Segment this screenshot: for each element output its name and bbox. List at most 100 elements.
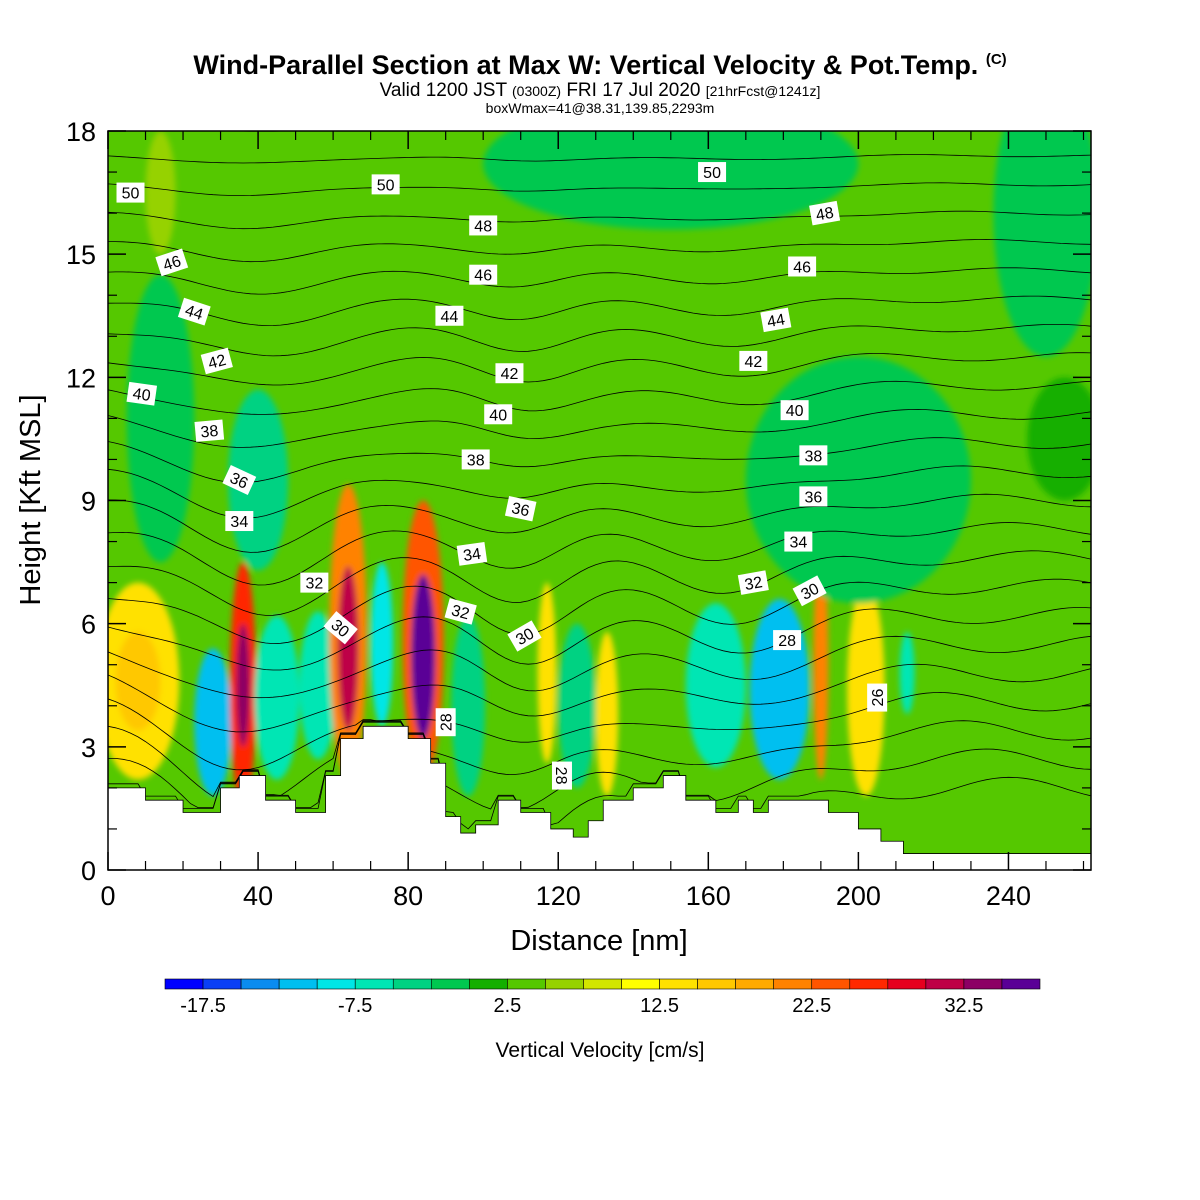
colorbar-swatch-3 [278,978,318,990]
colorbar-swatch-4 [316,978,356,990]
contour-label-9: 44 [435,305,464,326]
w-cell-25 [993,131,1091,357]
x-tick-label: 0 [100,881,115,911]
contour-label-text: 42 [206,352,228,373]
colorbar-tick-label: 22.5 [792,995,831,1017]
contour-label-4: 48 [809,200,841,226]
contour-label-box [300,572,329,593]
contour-label-box [551,761,572,790]
w-cell-20 [899,631,915,714]
contour-label-text: 34 [789,535,807,552]
x-tick-label: 240 [986,881,1031,911]
w-cell-4 [236,623,250,747]
colorbar-swatch-11 [583,978,622,990]
theta-contour-2 [108,720,1091,798]
contour-label-text: 28 [439,713,456,731]
contour-label-35: 26 [867,683,888,712]
colorbar-tick-label: -17.5 [180,995,226,1017]
y-tick-label: 3 [81,733,96,763]
theta-contour-6 [108,607,1091,671]
w-cell-18 [813,549,829,780]
contour-label-text: 48 [474,218,492,235]
contour-label-box [469,215,498,236]
colorbar-swatch-1 [202,978,242,990]
y-tick-label: 18 [66,117,96,147]
contour-label-8: 44 [177,297,211,326]
contour-label-text: 46 [474,268,492,285]
contour-label-text: 38 [200,423,219,441]
chart-title: Wind-Parallel Section at Max W: Vertical… [193,50,1007,80]
colorbar-swatch-18 [849,978,889,990]
terrain [108,725,1091,870]
colorbar-swatch-10 [545,978,584,990]
colorbar-swatch-7 [431,978,470,990]
contour-label-25: 34 [784,531,813,552]
contour-label-box [126,381,158,406]
contour-label-text: 28 [778,633,796,650]
contour-label-text: 30 [798,580,822,603]
contour-label-box [194,419,225,442]
colorbar-swatch-19 [887,978,927,990]
contour-label-3: 48 [469,215,498,236]
contour-label-box [809,200,841,226]
w-cell-15 [595,631,619,797]
contour-label-text: 40 [489,407,507,424]
contour-label-23: 34 [225,511,254,532]
contour-label-box [504,496,537,522]
contour-label-box [495,363,524,384]
theta-contour-14 [108,380,1091,415]
colorbar-swatch-22 [1001,978,1041,990]
contour-label-19: 38 [799,445,828,466]
contour-label-26: 32 [300,572,329,593]
x-axis: 0 40 80 120 160 200 240 [100,131,1085,911]
contour-label-box [444,598,477,625]
contour-label-11: 42 [200,347,233,375]
contour-label-0: 50 [116,182,145,203]
contour-label-box [323,611,358,645]
colorbar-tick-label: -7.5 [338,995,372,1017]
w-cell-13 [537,582,557,764]
x-axis-label: Distance [nm] [510,925,687,957]
contour-label-box [698,162,727,183]
contour-label-box [469,264,498,285]
w-cell-11 [411,574,436,739]
contour-label-text: 34 [230,514,248,531]
contour-label-18: 38 [461,449,490,470]
contour-label-box [116,182,145,203]
w-cell-27 [1027,377,1091,501]
plot-area: 50 50 50 48 48 46 46 46 44 44 44 42 42 42 40 40 40 38 38 38… [108,131,1091,870]
contour-label-15: 40 [484,404,513,425]
contour-label-20: 36 [222,464,257,495]
contour-labels: 50 50 50 48 48 46 46 46 44 44 44 42 42 42 40 40 40 38 38 38… [116,162,888,790]
contour-label-text: 36 [510,500,531,520]
theta-contour-5 [108,635,1091,699]
contour-label-box [225,511,254,532]
contour-label-17: 38 [194,419,225,442]
contour-label-box [799,486,828,507]
w-cell-6 [299,611,337,760]
theta-contour-22 [108,154,1091,164]
contour-label-5: 46 [155,248,189,277]
contour-label-32: 28 [773,630,802,651]
contour-label-text: 40 [786,403,804,420]
contour-label-box [799,445,828,466]
contour-label-31: 30 [792,575,827,607]
contour-label-21: 36 [504,496,537,522]
contour-label-box [484,404,513,425]
contour-label-33: 28 [435,708,456,737]
theta-contour-13 [108,408,1091,448]
contour-label-box [780,400,809,421]
contour-label-box [760,307,792,333]
contour-label-text: 42 [501,366,519,383]
w-cell-1 [115,631,161,731]
contour-label-13: 42 [739,350,768,371]
w-cell-14 [558,623,596,788]
w-cell-5 [254,615,300,780]
contour-label-24: 34 [456,542,488,566]
contour-label-text: 36 [227,470,250,493]
theta-contour-3 [108,691,1091,771]
colorbar-swatch-9 [507,978,546,990]
title-block: Wind-Parallel Section at Max W: Vertical… [0,44,1200,115]
contour-label-box [456,542,488,566]
chart-subtitle-box-wmax: boxWmax=41@38.31,139.85,2293m [485,100,715,116]
